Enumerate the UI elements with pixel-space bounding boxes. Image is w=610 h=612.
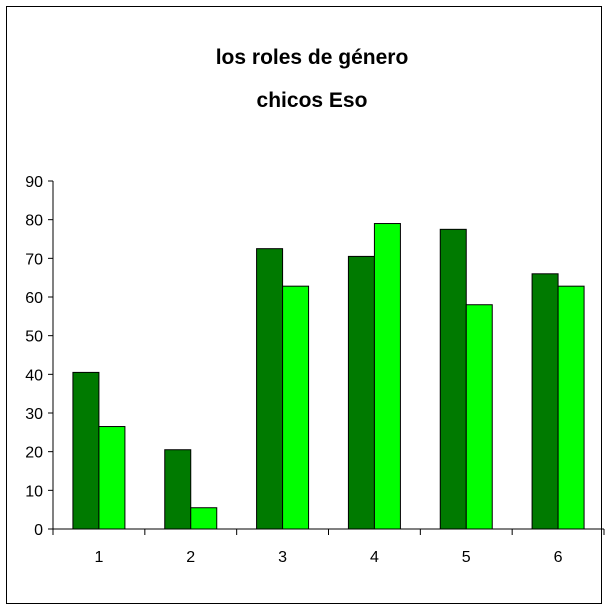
- y-tick-label-30: 30: [25, 406, 43, 423]
- y-tick-label-40: 40: [25, 367, 43, 384]
- bar-series-1-cat-1: [72, 371, 100, 530]
- y-tick-label-50: 50: [25, 329, 43, 346]
- x-tick-label-2: 2: [186, 549, 195, 566]
- x-tick-label-4: 4: [370, 549, 379, 566]
- x-tick-label-5: 5: [462, 549, 471, 566]
- y-tick-label-80: 80: [25, 213, 43, 230]
- bar-series-1-cat-5: [439, 228, 467, 530]
- y-tick-label-90: 90: [25, 174, 43, 191]
- y-tick-label-60: 60: [25, 290, 43, 307]
- bar-series-2-cat-3: [282, 285, 310, 530]
- bar-series-1-cat-3: [256, 248, 284, 530]
- bar-series-1-cat-2: [164, 449, 192, 530]
- bar-series-1-cat-4: [347, 255, 375, 530]
- y-tick-label-0: 0: [34, 522, 43, 539]
- bar-series-2-cat-6: [557, 285, 585, 530]
- x-tick-label-6: 6: [554, 549, 563, 566]
- bar-series-2-cat-4: [373, 223, 401, 530]
- bar-series-1-cat-6: [531, 273, 559, 530]
- chart-title-line-2: chicos Eso: [257, 89, 368, 112]
- bar-series-2-cat-5: [465, 304, 493, 530]
- y-tick-label-10: 10: [25, 483, 43, 500]
- bar-series-2-cat-1: [98, 426, 126, 530]
- plot-area: 0 10 20 30 40 50 60 70 80 90 1 2 3 4 5 6: [25, 174, 605, 566]
- x-tick-label-1: 1: [94, 549, 103, 566]
- x-tick-label-3: 3: [278, 549, 287, 566]
- y-tick-label-20: 20: [25, 445, 43, 462]
- chart-title-line-1: los roles de género: [216, 46, 409, 69]
- y-tick-label-70: 70: [25, 251, 43, 268]
- bar-series-2-cat-2: [190, 507, 218, 530]
